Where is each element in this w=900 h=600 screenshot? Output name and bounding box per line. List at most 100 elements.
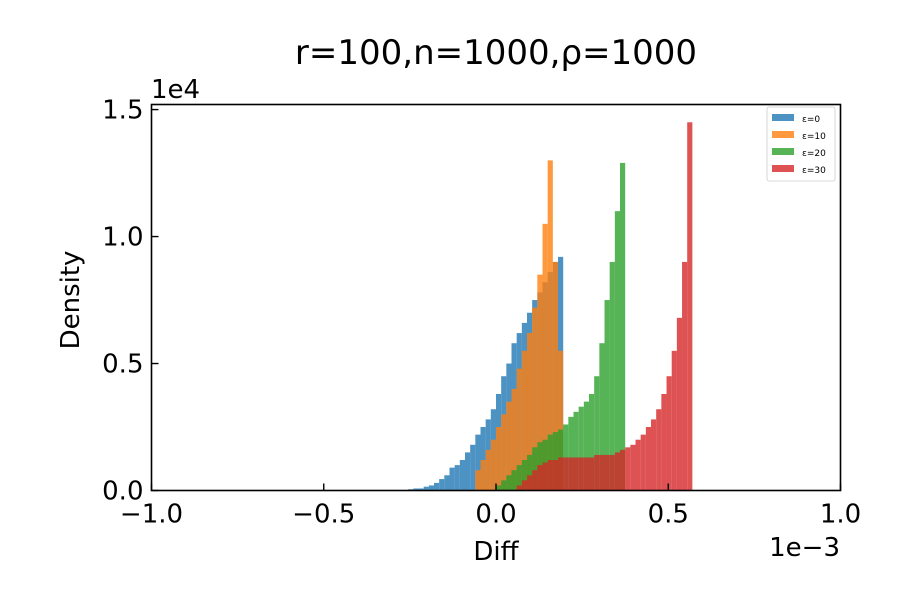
histogram-bar	[594, 454, 600, 491]
histogram-bar	[609, 454, 615, 491]
histogram-bar	[532, 447, 538, 491]
histogram-bar	[516, 368, 522, 491]
histogram-bar	[563, 457, 569, 491]
histogram-bar	[645, 427, 652, 491]
histogram-bar	[439, 479, 445, 491]
histogram-bar	[609, 261, 615, 491]
histogram-bar	[682, 261, 688, 491]
histogram-bar	[496, 485, 502, 491]
x-tick-label: 0.0	[475, 500, 516, 530]
histogram-bar	[532, 307, 538, 491]
histogram-bar	[496, 427, 502, 491]
histogram-bar	[433, 482, 440, 491]
histogram-bar	[542, 462, 548, 491]
histogram-bar	[428, 485, 434, 491]
series-3	[516, 122, 693, 491]
histogram-bar	[485, 449, 491, 491]
histogram-bar	[599, 454, 605, 491]
bars-layer	[408, 122, 693, 491]
histogram-bar	[537, 274, 543, 491]
histogram-bar	[671, 350, 677, 491]
y-axis-ticks: 0.0 0.5 1.0 1.5	[102, 96, 159, 507]
x-offset-text: 1e−3	[769, 533, 840, 563]
chart-title: r=100,n=1000,ρ=1000	[295, 33, 697, 73]
histogram-bar	[532, 470, 538, 491]
histogram-bar	[521, 350, 528, 491]
y-axis-label: Density	[56, 251, 86, 350]
legend-label: ε=10	[802, 132, 826, 142]
y-tick-label: 0.5	[102, 350, 143, 380]
histogram-bar	[651, 419, 657, 491]
histogram-bar	[501, 414, 507, 491]
histogram-bar	[589, 394, 595, 491]
x-tick-label: 1.0	[820, 500, 861, 530]
histogram-bar	[475, 434, 481, 491]
histogram-bar	[516, 485, 522, 491]
histogram-bar	[573, 457, 579, 491]
histogram-bar	[573, 411, 579, 491]
histogram-bar	[480, 460, 486, 491]
histogram-bar	[444, 475, 450, 491]
histogram-bar	[583, 401, 590, 491]
histogram-bar	[625, 447, 631, 491]
histogram-bar	[506, 401, 512, 491]
histogram-bar	[527, 475, 533, 491]
histogram-bar	[480, 427, 486, 491]
histogram-bar	[558, 350, 564, 491]
histogram-bar	[599, 343, 605, 491]
histogram-bar	[568, 457, 574, 491]
histogram-bar	[614, 211, 621, 491]
histogram-bar	[527, 333, 533, 491]
legend-label: ε=30	[802, 166, 826, 176]
x-tick-label: −1.0	[120, 500, 183, 530]
histogram-bar	[521, 480, 528, 491]
histogram-bar	[661, 394, 667, 491]
series-1	[475, 160, 564, 491]
histogram-bar	[656, 409, 662, 491]
histogram-bar	[465, 452, 471, 491]
histogram-bar	[454, 465, 460, 491]
x-axis-ticks: −1.0 −0.5 0.0 0.5 1.0	[120, 483, 861, 530]
histogram-bar	[687, 122, 693, 491]
legend-swatch	[772, 114, 794, 121]
histogram-bar	[527, 454, 533, 491]
histogram-bar	[459, 460, 465, 491]
y-tick-label: 1.0	[102, 223, 143, 253]
histogram-bar	[470, 444, 476, 491]
histogram-bar	[547, 160, 553, 491]
histogram-bar	[501, 480, 507, 491]
histogram-bar	[511, 388, 517, 491]
histogram-bar	[604, 454, 610, 491]
histogram-bar	[640, 434, 646, 491]
y-offset-text: 1e4	[151, 75, 200, 105]
histogram-bar	[578, 457, 584, 491]
legend-swatch	[772, 131, 794, 138]
histogram-bar	[418, 488, 424, 491]
histogram-bar	[666, 376, 672, 491]
histogram-bar	[521, 460, 528, 491]
y-tick-label: 1.5	[102, 96, 143, 126]
histogram-bar	[568, 416, 574, 491]
histogram-bar	[423, 486, 429, 491]
legend-label: ε=20	[802, 149, 826, 159]
histogram-bar	[676, 317, 683, 491]
histogram-bar	[413, 488, 419, 491]
histogram-bar	[547, 460, 553, 491]
histogram-bar	[630, 444, 636, 491]
histogram-bar	[490, 439, 496, 491]
histogram-bar	[614, 452, 621, 491]
histogram-bar	[558, 457, 564, 491]
histogram-bar	[620, 449, 626, 491]
legend-swatch	[772, 165, 794, 172]
histogram-bar	[537, 465, 543, 491]
x-tick-label: 0.5	[648, 500, 689, 530]
x-axis-label: Diff	[473, 537, 519, 567]
series-2	[496, 162, 626, 491]
legend-label: ε=0	[802, 115, 820, 125]
y-tick-label: 0.0	[102, 477, 143, 507]
histogram-bar	[475, 470, 481, 491]
legend-frame	[766, 106, 836, 182]
legend: ε=0 ε=10 ε=20 ε=30	[766, 106, 836, 182]
histogram-bar	[594, 376, 600, 491]
